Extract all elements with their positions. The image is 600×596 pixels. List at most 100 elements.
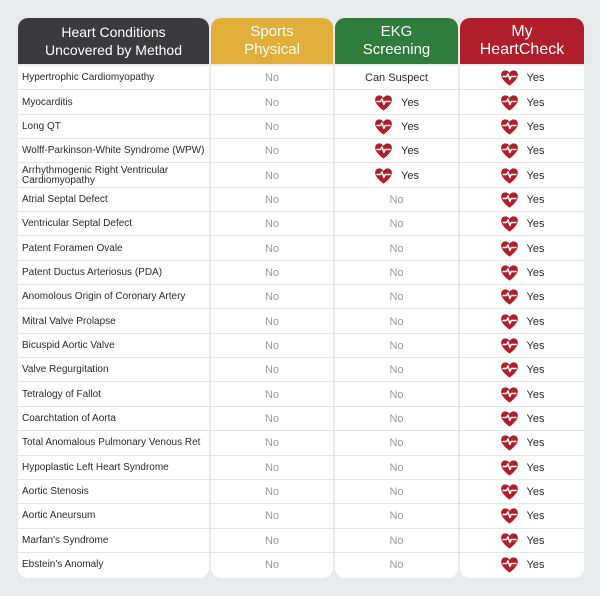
heart-pulse-icon: [500, 434, 519, 452]
my-heartcheck-result: Yes: [460, 236, 584, 260]
heart-pulse-icon: [500, 361, 519, 379]
heart-pulse-icon: [500, 410, 519, 428]
result-label: No: [389, 534, 404, 547]
ekg-screening-result: No: [335, 285, 458, 309]
ekg-screening-result: No: [335, 529, 458, 553]
table-row: Ventricular Septal Defect No No Yes: [0, 212, 600, 237]
result-label: No: [389, 266, 404, 279]
condition-name: Hypertrophic Cardiomyopathy: [22, 72, 155, 84]
row-divider: [18, 405, 584, 407]
sports-physical-result: No: [211, 553, 333, 577]
result-label: No: [264, 510, 280, 523]
condition-name: Ventricular Septal Defect: [22, 218, 133, 230]
my-heartcheck-result: Yes: [460, 480, 584, 504]
heart-pulse-icon: [500, 118, 519, 136]
heart-pulse-icon: [374, 142, 393, 160]
condition-name: Ebstein's Anomaly: [22, 559, 104, 571]
header-line: Screening: [362, 41, 431, 58]
header-line: Heart Conditions: [61, 24, 166, 40]
result-label: No: [389, 315, 404, 328]
table-row: Myocarditis No Yes Yes: [0, 90, 600, 115]
result-label: No: [389, 193, 404, 206]
result-label: Yes: [526, 169, 545, 182]
row-divider: [18, 381, 584, 383]
table-row: Total Anomalous Pulmonary Venous Ret No No…: [0, 431, 600, 456]
sports-physical-result: No: [211, 236, 333, 260]
result-label: Yes: [401, 169, 419, 182]
result-label: Yes: [526, 364, 545, 377]
heart-pulse-icon: [500, 142, 519, 160]
heart-pulse-icon: [500, 507, 519, 525]
table-row: Coarchtation of Aorta No No Yes: [0, 407, 600, 432]
result-label: No: [264, 461, 280, 474]
result-label: Yes: [526, 96, 545, 109]
ekg-screening-result: No: [335, 358, 458, 382]
sports-physical-result: No: [211, 115, 333, 139]
comparison-table-body: Hypertrophic Cardiomyopathy No Can Suspect…: [0, 66, 600, 577]
result-label: Yes: [526, 486, 545, 499]
row-divider: [18, 357, 584, 359]
result-label: No: [264, 145, 280, 158]
header-sports-physical: Sports Physical: [211, 18, 333, 64]
condition-name: Myocarditis: [22, 96, 73, 108]
my-heartcheck-result: Yes: [460, 163, 584, 187]
my-heartcheck-result: Yes: [460, 407, 584, 431]
result-label: No: [264, 96, 280, 109]
sports-physical-result: No: [211, 529, 333, 553]
result-label: Yes: [526, 120, 545, 133]
row-divider: [18, 308, 584, 310]
result-label: Yes: [526, 412, 545, 425]
sports-physical-result: No: [211, 212, 333, 236]
result-label: No: [264, 72, 280, 85]
my-heartcheck-result: Yes: [460, 431, 584, 455]
sports-physical-result: No: [211, 309, 333, 333]
my-heartcheck-result: Yes: [460, 261, 584, 285]
sports-column-bg: [211, 66, 333, 578]
my-heartcheck-result: Yes: [460, 285, 584, 309]
header-line: Uncovered by Method: [45, 42, 182, 58]
result-label: Yes: [401, 145, 419, 158]
my-heartcheck-result: Yes: [460, 382, 584, 406]
result-label: Yes: [526, 72, 545, 85]
result-label: Yes: [526, 559, 545, 572]
result-label: No: [264, 339, 280, 352]
result-label: No: [264, 559, 280, 572]
condition-name: Atrial Septal Defect: [22, 193, 108, 205]
result-label: No: [389, 559, 404, 572]
row-divider: [18, 284, 584, 286]
ekg-screening-result: No: [335, 188, 458, 212]
ekg-screening-result: Yes: [335, 163, 458, 187]
ekg-screening-result: Yes: [335, 90, 458, 114]
heart-pulse-icon: [500, 459, 519, 477]
result-label: No: [264, 291, 280, 304]
my-heartcheck-result: Yes: [460, 529, 584, 553]
heart-pulse-icon: [500, 215, 519, 233]
row-divider: [18, 211, 584, 213]
result-label: Yes: [526, 437, 545, 450]
heart-pulse-icon: [374, 94, 393, 112]
heart-pulse-icon: [500, 556, 519, 574]
ekg-column-bg: [335, 66, 458, 578]
result-label: Can Suspect: [365, 72, 428, 85]
result-label: Yes: [526, 339, 545, 352]
sports-physical-result: No: [211, 90, 333, 114]
result-label: No: [264, 169, 280, 182]
table-row: Atrial Septal Defect No No Yes: [0, 188, 600, 213]
heart-pulse-icon: [500, 167, 519, 185]
result-label: Yes: [526, 218, 545, 231]
condition-name: Long QT: [22, 120, 61, 132]
table-row: Wolff-Parkinson-White Syndrome (WPW) No Ye…: [0, 139, 600, 164]
ekg-screening-result: Yes: [335, 115, 458, 139]
result-label: Yes: [526, 193, 545, 206]
header-ekg-screening: EKG Screening: [335, 18, 458, 64]
condition-name: Aortic Aneursum: [22, 510, 96, 522]
result-label: Yes: [526, 510, 545, 523]
heart-pulse-icon: [500, 337, 519, 355]
ekg-screening-result: No: [335, 553, 458, 577]
sports-physical-result: No: [211, 382, 333, 406]
result-label: No: [389, 437, 404, 450]
result-label: Yes: [401, 120, 419, 133]
ekg-screening-result: No: [335, 382, 458, 406]
result-label: No: [389, 218, 404, 231]
my-heartcheck-result: Yes: [460, 139, 584, 163]
